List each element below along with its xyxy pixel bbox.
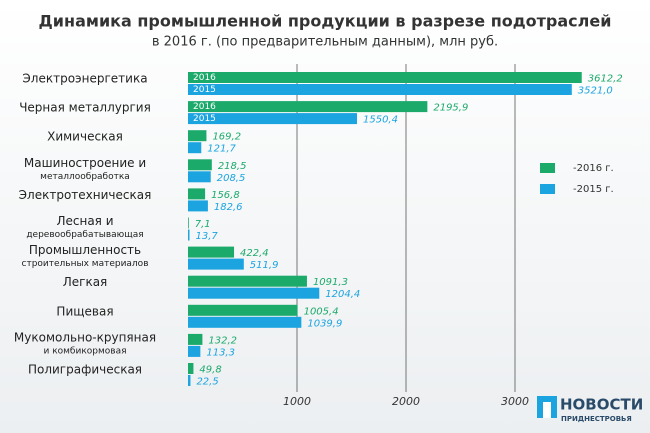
bar — [188, 258, 244, 270]
value-label: 3521,0 — [578, 86, 613, 97]
value-label: 218,5 — [218, 161, 247, 172]
bar — [188, 130, 207, 142]
bar-series-label: 2016 — [193, 102, 216, 112]
y-tick-label: Мукомольно-крупяная — [14, 330, 156, 344]
value-label: 121,7 — [207, 144, 236, 155]
bar-series-label: 2015 — [193, 85, 216, 95]
y-tick-label: металлообработка — [40, 172, 130, 182]
bar — [188, 333, 203, 345]
y-tick-label: Промышленность — [29, 243, 141, 257]
logo: НОВОСТИ ПРИДНЕСТРОВЬЯ — [537, 396, 643, 423]
bar — [188, 345, 201, 357]
legend-label: -2016 г. — [573, 163, 614, 174]
legend-swatch — [540, 163, 555, 173]
bar — [188, 375, 191, 386]
y-tick-label: Черная металлургия — [19, 101, 151, 115]
bar — [188, 275, 307, 287]
bar — [188, 72, 582, 83]
value-label: 1039,9 — [307, 318, 342, 329]
x-tick-label: 2000 — [392, 395, 420, 408]
value-label: 49,8 — [199, 365, 221, 376]
bar — [188, 316, 302, 328]
bar — [188, 304, 298, 316]
y-tick-label: Пищевая — [56, 304, 113, 318]
bar — [188, 246, 235, 258]
logo-subtext: ПРИДНЕСТРОВЬЯ — [561, 415, 632, 423]
y-tick-label: Лесная и — [56, 214, 113, 228]
value-label: 422,4 — [240, 248, 269, 259]
bar — [188, 171, 211, 183]
bar — [188, 363, 194, 374]
bar-series-label: 2016 — [193, 73, 216, 83]
value-label: 1005,4 — [304, 306, 339, 317]
y-tick-label: Электроэнергетика — [22, 72, 147, 86]
bar — [188, 188, 206, 200]
bar — [188, 229, 190, 241]
value-label: 156,8 — [211, 190, 240, 201]
legend-swatch — [540, 184, 555, 194]
value-label: 182,6 — [214, 202, 243, 213]
bar — [188, 142, 202, 154]
y-tick-label: строительных материалов — [22, 259, 149, 269]
bar — [188, 84, 572, 95]
bar — [188, 101, 428, 113]
value-label: 3612,2 — [588, 74, 623, 85]
chart-title: Динамика промышленной продукции в разрез… — [39, 12, 612, 31]
bar — [188, 159, 212, 171]
value-label: 132,2 — [208, 335, 237, 346]
value-label: 7,1 — [195, 219, 211, 230]
bar-series-label: 2015 — [193, 114, 216, 124]
legend-label: -2015 г. — [573, 184, 614, 195]
logo-icon — [543, 402, 551, 418]
y-tick-label: и комбикормовая — [43, 346, 126, 356]
y-tick-label: Химическая — [47, 130, 123, 144]
y-tick-label: Машиностроение и — [24, 156, 146, 170]
value-label: 13,7 — [195, 231, 218, 242]
bar — [188, 287, 320, 299]
value-label: 1091,3 — [313, 277, 348, 288]
value-label: 169,2 — [212, 132, 241, 143]
y-tick-label: Электротехническая — [19, 188, 152, 202]
chart-subtitle: в 2016 г. (по предварительным данным), м… — [152, 35, 498, 50]
y-tick-label: Полиграфическая — [28, 363, 142, 377]
value-label: 113,3 — [206, 347, 235, 358]
value-label: 208,5 — [217, 173, 246, 184]
value-label: 22,5 — [196, 377, 218, 388]
y-tick-label: деревообрабатывающая — [26, 230, 143, 240]
bar — [188, 113, 357, 125]
logo-text: НОВОСТИ — [560, 396, 643, 414]
value-label: 2195,9 — [433, 103, 468, 114]
value-label: 1204,4 — [325, 289, 360, 300]
y-tick-label: Легкая — [63, 275, 108, 289]
bar — [188, 200, 208, 212]
x-tick-label: 1000 — [283, 395, 311, 408]
value-label: 511,9 — [250, 260, 279, 271]
bar — [188, 217, 189, 229]
x-tick-label: 3000 — [501, 395, 529, 408]
value-label: 1550,4 — [363, 115, 398, 126]
